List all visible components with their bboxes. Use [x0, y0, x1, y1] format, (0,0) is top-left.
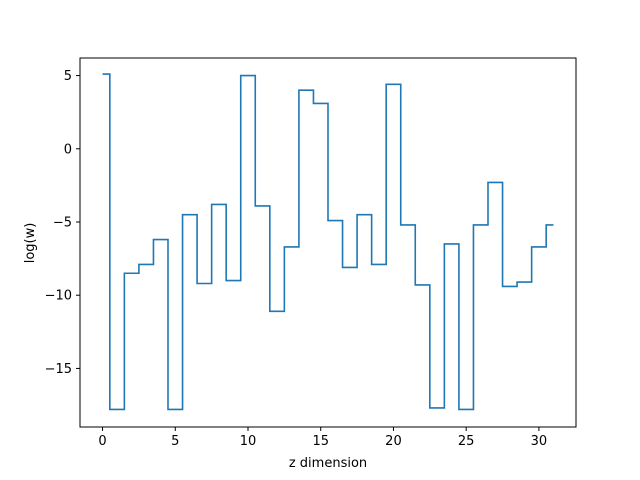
x-tick-label: 30 — [531, 434, 548, 449]
x-tick-label: 15 — [312, 434, 329, 449]
y-tick-label: −5 — [53, 216, 72, 231]
y-tick-label: −10 — [45, 289, 72, 304]
y-axis-label: log(w) — [23, 223, 38, 264]
x-tick-label: 10 — [240, 434, 257, 449]
x-tick-label: 5 — [171, 434, 179, 449]
y-tick-label: 0 — [64, 142, 72, 157]
y-axis-ticks: 5 0 −5 −10 −15 — [45, 69, 80, 377]
y-tick-label: −15 — [45, 362, 72, 377]
plot-area — [79, 57, 577, 428]
y-tick-label: 5 — [64, 69, 72, 84]
x-tick-label: 25 — [458, 434, 475, 449]
series-step-line — [102, 73, 554, 411]
x-tick-label: 20 — [385, 434, 402, 449]
x-tick-label: 0 — [98, 434, 106, 449]
axes-frame — [79, 57, 577, 428]
x-axis-ticks: 0 5 10 15 20 25 30 — [98, 427, 547, 449]
x-axis-label: z dimension — [289, 456, 367, 471]
